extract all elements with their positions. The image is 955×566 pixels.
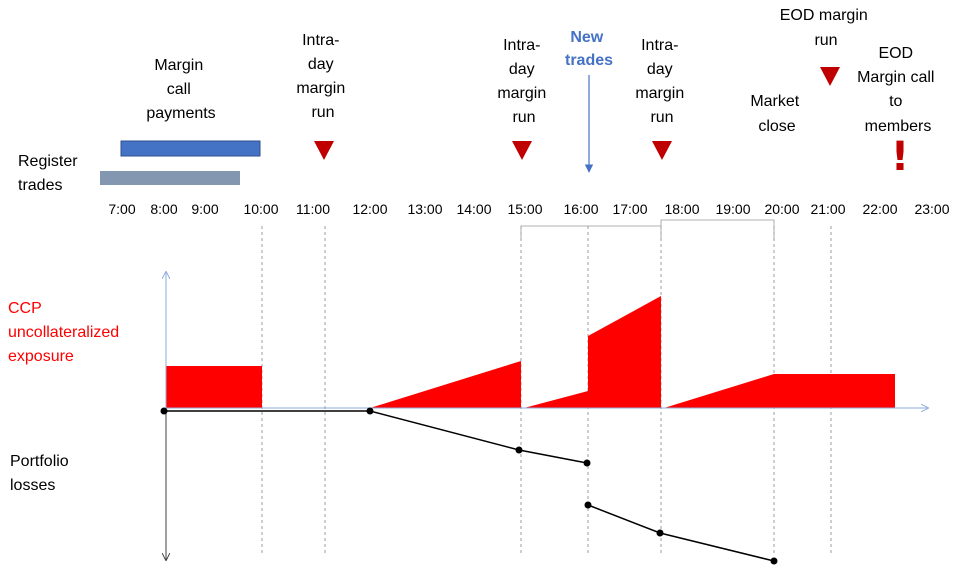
time-tick-label: 10:00 bbox=[243, 201, 278, 217]
time-tick-label: 23:00 bbox=[914, 201, 949, 217]
time-tick-label: 16:00 bbox=[563, 201, 598, 217]
losses-segment-1 bbox=[164, 410, 588, 464]
loss-point-1500 bbox=[515, 446, 523, 454]
intraday-margin-run-1500-marker bbox=[512, 141, 532, 160]
top-annotations: Register trades Margin call payments Int… bbox=[18, 7, 939, 194]
time-tick-label: 7:00 bbox=[108, 201, 135, 217]
intraday-margin-run-1100-marker bbox=[314, 141, 334, 160]
exposure-areas bbox=[166, 296, 895, 408]
eod-margin-call-label: EOD Margin call to members bbox=[857, 45, 939, 135]
period-brackets bbox=[520, 219, 775, 240]
intraday-margin-run-1500-label: Intra- day margin run bbox=[497, 37, 550, 126]
time-tick-label: 14:00 bbox=[456, 201, 491, 217]
time-axis-ticks: 7:00 8:00 9:00 10:00 11:00 12:00 13:00 14:00 15:… bbox=[108, 201, 949, 217]
portfolio-losses-line bbox=[164, 410, 775, 562]
exposure-jump-1600-1730 bbox=[588, 296, 661, 408]
loss-point-1600b bbox=[584, 501, 592, 509]
bracket-1730-2000 bbox=[660, 219, 775, 240]
loss-point-0700 bbox=[160, 407, 168, 415]
portfolio-losses-label: Portfolio losses bbox=[10, 453, 73, 494]
intraday-margin-run-1730-marker bbox=[652, 141, 672, 160]
loss-point-2000 bbox=[770, 557, 778, 565]
loss-point-1730 bbox=[656, 529, 664, 537]
time-tick-label: 22:00 bbox=[862, 201, 897, 217]
register-trades-label: Register trades bbox=[18, 153, 82, 194]
market-close-label: Market close bbox=[750, 93, 803, 135]
new-trades-label: New trades bbox=[565, 29, 613, 69]
exposure-ramp-1500-1600 bbox=[524, 391, 588, 408]
intraday-margin-run-1730-label: Intra- day margin run bbox=[635, 37, 688, 126]
loss-point-1200 bbox=[366, 407, 374, 415]
exposure-morning-block bbox=[166, 366, 262, 408]
exposure-ramp-1730-2000 bbox=[664, 374, 774, 408]
bracket-1500-1730 bbox=[520, 225, 662, 240]
time-tick-label: 13:00 bbox=[407, 201, 442, 217]
exposure-evening-block bbox=[774, 374, 895, 408]
time-tick-label: 20:00 bbox=[764, 201, 799, 217]
eod-margin-run-marker bbox=[820, 67, 840, 86]
time-tick-label: 21:00 bbox=[810, 201, 845, 217]
time-tick-label: 15:00 bbox=[507, 201, 542, 217]
time-tick-label: 9:00 bbox=[191, 201, 218, 217]
exclamation-icon: ! bbox=[891, 134, 909, 180]
time-tick-label: 8:00 bbox=[150, 201, 177, 217]
time-tick-label: 11:00 bbox=[296, 201, 330, 217]
intraday-margin-run-1100-label: Intra- day margin run bbox=[296, 32, 349, 121]
ccp-exposure-label: CCP uncollateralized exposure bbox=[8, 300, 124, 365]
loss-point-1600a bbox=[583, 459, 591, 467]
losses-segment-2 bbox=[587, 504, 775, 562]
time-tick-label: 18:00 bbox=[664, 201, 699, 217]
eod-margin-run-label: EOD margin run bbox=[780, 7, 872, 49]
time-tick-label: 17:00 bbox=[612, 201, 647, 217]
time-tick-label: 12:00 bbox=[352, 201, 387, 217]
margin-call-payments-bar bbox=[120, 140, 261, 157]
exposure-ramp-1200-1500 bbox=[370, 361, 521, 408]
margin-call-payments-label: Margin call payments bbox=[146, 57, 215, 122]
portfolio-losses-points bbox=[160, 407, 778, 565]
register-trades-bar bbox=[100, 171, 240, 185]
time-tick-label: 19:00 bbox=[715, 201, 750, 217]
